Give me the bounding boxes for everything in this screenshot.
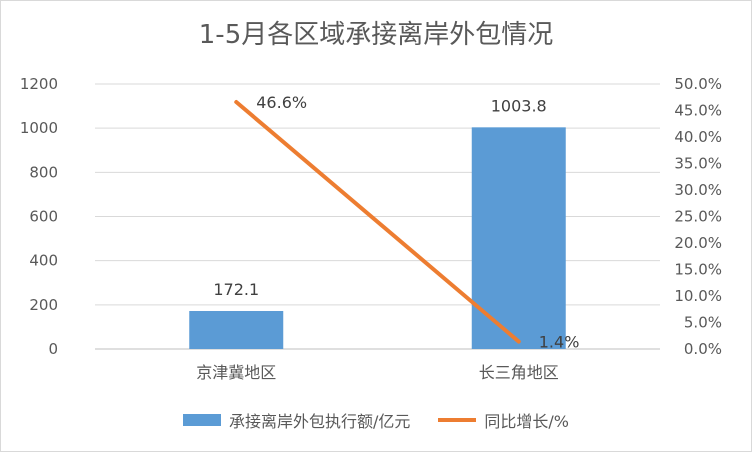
y2-tick-label: 50.0% [674,75,722,93]
bar-data-label: 172.1 [213,280,259,299]
bar [471,127,566,349]
legend-swatch-line [438,418,477,422]
y-tick-label: 0 [48,340,58,358]
y2-tick-label: 0.0% [684,340,722,358]
y2-tick-label: 35.0% [674,155,722,173]
y-tick-label: 200 [29,296,58,314]
x-tick-label: 长三角地区 [479,363,559,382]
y-tick-label: 800 [29,163,58,181]
legend-swatch-bar [182,414,221,426]
y-tick-label: 400 [29,252,58,270]
y2-tick-label: 10.0% [674,287,722,305]
y2-tick-label: 25.0% [674,208,722,226]
line-series [234,100,521,344]
legend-label-line: 同比增长/% [484,412,569,431]
y2-tick-label: 40.0% [674,128,722,146]
y-tick-label: 600 [29,208,58,226]
line-data-label: 46.6% [256,93,307,112]
bar [189,310,284,349]
chart-title: 1-5月各区域承接离岸外包情况 [198,20,554,50]
y2-tick-label: 45.0% [674,102,722,120]
bar-data-label: 1003.8 [491,96,547,115]
legend-item-line: 同比增长/% [438,408,569,432]
y2-tick-label: 20.0% [674,234,722,252]
legend: 承接离岸外包执行额/亿元 同比增长/% [0,408,752,432]
y2-tick-label: 15.0% [674,261,722,279]
y-tick-label: 1200 [20,75,58,93]
line-data-label: 1.4% [539,333,580,352]
legend-label-bar: 承接离岸外包执行额/亿元 [228,412,411,431]
y-tick-label: 1000 [20,119,58,137]
legend-item-bar: 承接离岸外包执行额/亿元 [182,408,411,432]
combo-chart: 0 200 400 600 800 1000 1200 0.0% 5.0% 10.0% 15.0% 2… [20,75,722,382]
x-tick-label: 京津冀地区 [196,363,276,382]
y2-tick-label: 30.0% [674,181,722,199]
y2-tick-label: 5.0% [684,314,722,332]
